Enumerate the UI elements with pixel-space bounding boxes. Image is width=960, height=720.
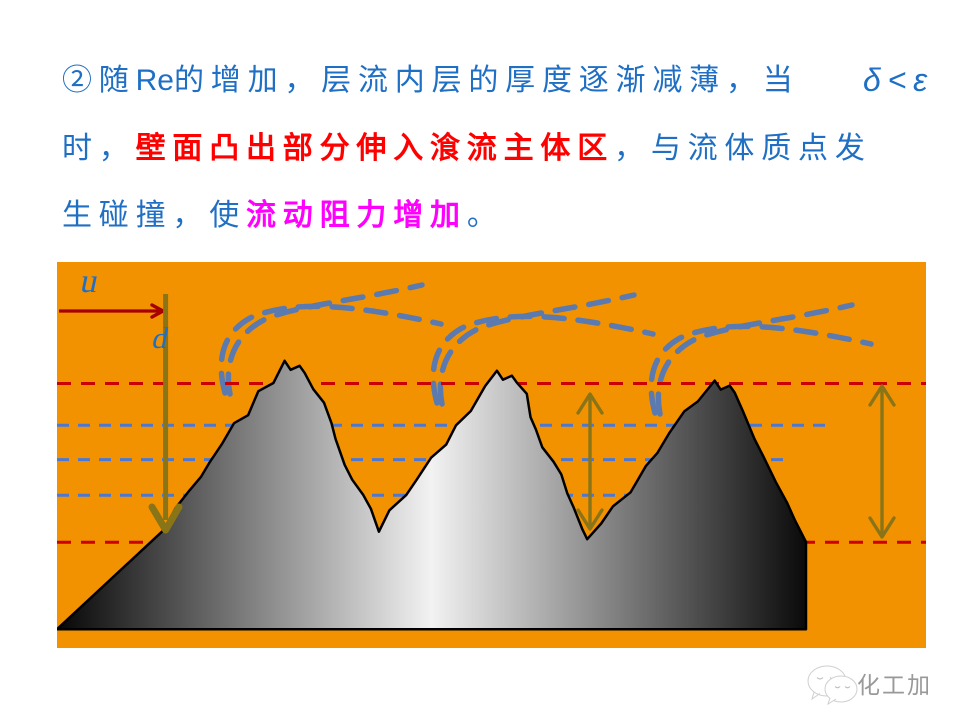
svg-text:u: u <box>77 262 102 300</box>
svg-text:d: d <box>150 321 172 355</box>
